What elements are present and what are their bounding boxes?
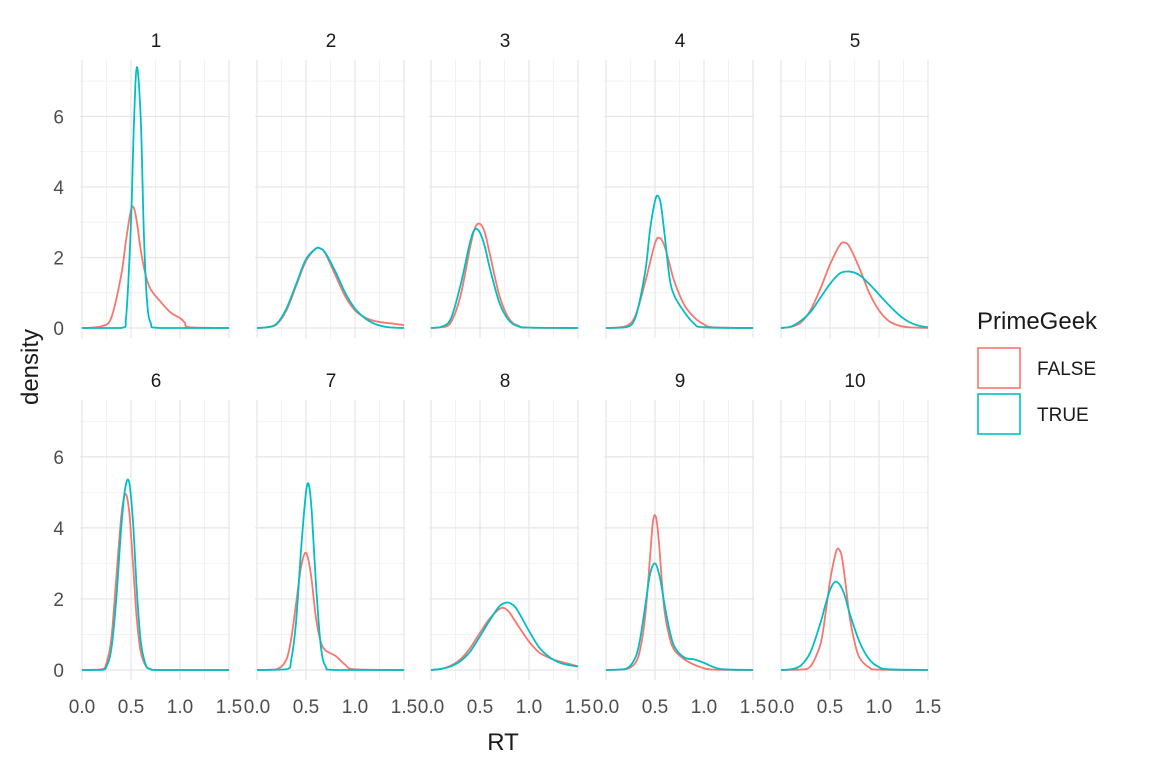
facet-strip-label: 9 [675, 371, 686, 392]
facet-strip-label: 4 [675, 31, 686, 52]
x-tick-label: 0.0 [244, 697, 270, 718]
y-tick-label: 2 [53, 248, 64, 269]
x-tick-label: 1.5 [391, 697, 417, 718]
legend-label-true: TRUE [1037, 405, 1089, 426]
legend-label-false: FALSE [1037, 359, 1096, 380]
x-tick-label: 1.0 [866, 697, 892, 718]
facet-panels: 1 2 3 4 5 6 7 8 9 10 [80, 31, 929, 680]
facet-strip-label: 2 [326, 31, 337, 52]
facet-strip-label: 7 [326, 371, 337, 392]
legend-key-false [977, 347, 1021, 389]
density-line-true [256, 246, 405, 329]
y-tick-label: 0 [53, 661, 64, 682]
facet-strip-label: 8 [500, 371, 511, 392]
y-tick-label: 0 [53, 319, 64, 340]
facet-strip-label: 1 [151, 31, 162, 52]
x-tick-label: 0.5 [642, 697, 668, 718]
x-tick-label: 0.5 [118, 697, 144, 718]
density-line-true [256, 482, 404, 671]
facet-strip-label: 5 [850, 31, 861, 52]
facet-panel-5: 5 [779, 31, 929, 338]
density-line-false [605, 514, 754, 671]
facet-panel-10: 10 [779, 371, 929, 680]
density-line-false [256, 551, 405, 671]
x-tick-label: 0.0 [768, 697, 794, 718]
x-tick-label: 0.0 [593, 697, 619, 718]
x-tick-label: 1.5 [740, 697, 766, 718]
density-line-false [81, 205, 230, 329]
facet-panel-7: 7 [255, 371, 405, 680]
density-line-true [780, 580, 929, 671]
x-tick-label: 1.0 [516, 697, 542, 718]
density-line-false [780, 547, 929, 671]
facet-strip-label: 6 [151, 371, 162, 392]
y-tick-label: 6 [53, 107, 64, 128]
legend-title: PrimeGeek [977, 308, 1098, 335]
facet-panel-2: 2 [255, 31, 405, 338]
density-line-true [780, 270, 929, 329]
density-line-true [430, 601, 579, 671]
facet-panel-1: 1 [80, 31, 230, 338]
x-tick-label: 0.5 [817, 697, 843, 718]
y-tick-label: 4 [53, 519, 64, 540]
legend: PrimeGeek FALSE TRUE [977, 308, 1098, 435]
y-tick-label: 2 [53, 590, 64, 611]
density-line-true [605, 562, 754, 671]
facet-panel-6: 6 [80, 371, 230, 680]
x-tick-label: 1.0 [691, 697, 717, 718]
y-tick-label: 6 [53, 448, 64, 469]
x-tick-label: 1.0 [342, 697, 368, 718]
x-tick-label: 1.5 [216, 697, 242, 718]
legend-key-true [977, 393, 1021, 435]
x-tick-label: 0.5 [293, 697, 319, 718]
density-line-true [605, 194, 754, 329]
facet-panel-3: 3 [429, 31, 579, 338]
x-tick-label: 1.5 [915, 697, 941, 718]
facet-panel-8: 8 [429, 371, 579, 680]
y-axis-label: density [17, 329, 44, 405]
x-tick-label: 0.0 [69, 697, 95, 718]
x-axis-label: RT [487, 729, 519, 756]
facet-panel-9: 9 [604, 371, 754, 680]
density-line-true [82, 478, 229, 671]
x-tick-label: 1.0 [167, 697, 193, 718]
facet-strip-label: 3 [500, 31, 511, 52]
density-line-true [82, 66, 229, 329]
facet-strip-label: 10 [844, 371, 865, 392]
legend-entries: FALSE TRUE [977, 347, 1096, 435]
y-tick-label: 4 [53, 178, 64, 199]
x-tick-label: 0.0 [418, 697, 444, 718]
x-tick-label: 1.5 [565, 697, 591, 718]
facet-panel-4: 4 [604, 31, 754, 338]
density-line-true [430, 227, 579, 329]
x-tick-label: 0.5 [467, 697, 493, 718]
